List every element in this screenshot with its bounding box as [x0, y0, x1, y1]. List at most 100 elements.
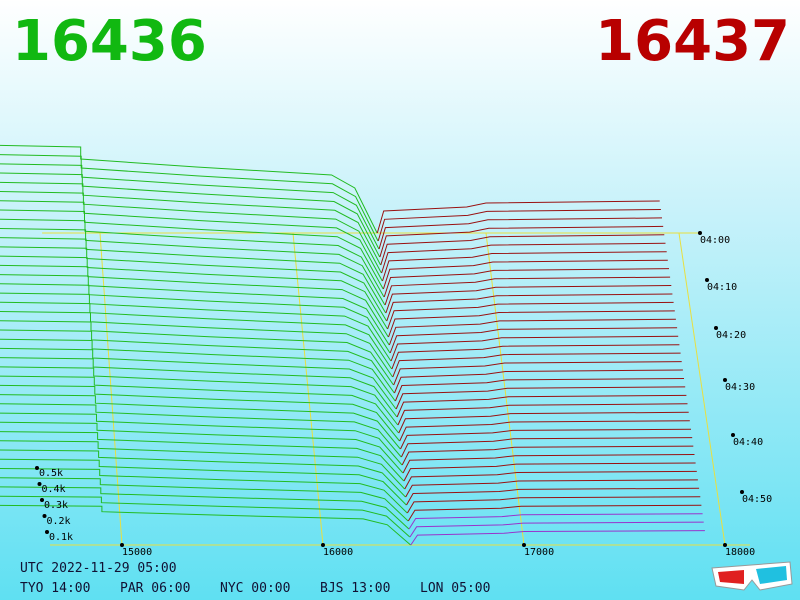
bid-depth-line: [0, 246, 388, 322]
bid-depth-line: [0, 301, 393, 370]
tick-dot: [522, 543, 526, 547]
bid-depth-line: [0, 412, 403, 466]
ask-depth-line: [405, 479, 698, 498]
time-tick-label: 04:20: [716, 330, 746, 341]
ask-depth-line: [391, 344, 680, 370]
utc-time: UTC 2022-11-29 05:00: [20, 561, 177, 576]
ask-depth-line: [392, 352, 681, 378]
bid-depth-line: [0, 440, 405, 490]
ask-depth-line: [406, 487, 700, 506]
ask-depth-line: [378, 217, 663, 250]
price-tick-label: 15000: [122, 547, 152, 558]
bid-depth-line: [0, 357, 398, 418]
bid-depth-line: [0, 403, 402, 458]
ask-depth-line: [395, 386, 686, 410]
time-tick-label: 04:00: [700, 235, 730, 246]
time-tick-label: 04:50: [742, 494, 772, 505]
bid-price: 16436: [12, 9, 207, 74]
depth-tick-label: 0.1k: [49, 532, 73, 543]
clock-label: NYC 00:00: [220, 581, 290, 596]
tick-dot: [45, 530, 49, 534]
tick-dot: [35, 466, 39, 470]
world-clocks: TYO 14:00 PAR 06:00 NYC 00:00 BJS 13:00 LON …: [20, 581, 490, 596]
ask-depth-line: [380, 234, 665, 266]
bid-depth-line: [0, 283, 391, 354]
ask-depth-line: [382, 259, 668, 290]
time-tick-label: 04:30: [725, 382, 755, 393]
ask-depth-line: [393, 361, 682, 386]
bid-depth-line: [0, 144, 378, 234]
ask-depth-line: [401, 445, 694, 466]
ask-depth-line: [385, 285, 672, 314]
ask-depth-line: [406, 496, 701, 514]
tick-dot: [723, 543, 727, 547]
bid-depth-line: [0, 163, 380, 250]
bid-depth-line: [0, 329, 395, 394]
price-tick-label: 17000: [524, 547, 554, 558]
frame-line: [99, 232, 123, 546]
bid-depth-line: [0, 255, 388, 330]
clock-label: TYO 14:00: [20, 581, 90, 596]
ask-depth-line: [386, 293, 673, 322]
ask-price: 16437: [595, 9, 790, 74]
tick-dot: [723, 378, 727, 382]
bid-depth-line: [0, 394, 401, 450]
ask-depth-line: [400, 428, 692, 450]
tick-dot: [698, 231, 702, 235]
bid-depth-line: [0, 347, 397, 410]
ask-depth-line: [399, 420, 690, 442]
bid-depth-line: [0, 200, 383, 282]
ask-depth-line: [376, 200, 660, 234]
bid-depth-line: [0, 154, 379, 242]
bid-depth-line: [0, 191, 382, 274]
ask-depth-line: [389, 327, 678, 354]
clock-label: BJS 13:00: [320, 581, 390, 596]
time-tick-label: 04:10: [707, 282, 737, 293]
depth-plot: [0, 144, 750, 546]
ask-depth-line: [390, 335, 679, 362]
ask-depth-line: [402, 454, 695, 474]
depth-tick-label: 0.2k: [47, 516, 71, 527]
bid-depth-line: [0, 486, 410, 530]
ask-depth-line: [394, 369, 683, 394]
clock-label: PAR 06:00: [120, 581, 190, 596]
price-tick-label: 16000: [323, 547, 353, 558]
bid-depth-line: [0, 449, 406, 498]
tick-dot: [120, 543, 124, 547]
tick-dot: [42, 514, 47, 518]
ask-depth-line: [384, 276, 671, 306]
bid-depth-line: [0, 421, 404, 474]
ask-depth-line: [381, 242, 666, 274]
bid-depth-line: [0, 375, 399, 434]
tick-dot: [731, 433, 735, 437]
depth-tick-label: 0.5k: [39, 468, 63, 479]
ask-depth-line: [398, 411, 689, 434]
time-tick-label: 04:40: [733, 437, 763, 448]
bid-depth-line: [0, 274, 390, 346]
bid-depth-line: [0, 237, 387, 314]
bid-depth-line: [0, 320, 394, 386]
ask-depth-line: [388, 310, 675, 338]
ask-depth-line: [388, 318, 676, 346]
bid-depth-line: [0, 227, 386, 306]
ask-depth-line: [408, 513, 703, 530]
3d-glasses-icon[interactable]: [711, 561, 793, 591]
ask-depth-line: [409, 521, 704, 538]
axis-labels: 15000 16000 17000 18000 04:00 04:10 04:20 04:30…: [35, 231, 772, 558]
ask-depth-line: [403, 462, 696, 482]
bid-depth-line: [0, 366, 399, 426]
ask-depth-line: [400, 437, 693, 458]
bid-depth-line: [0, 172, 381, 258]
depth-tick-label: 0.3k: [44, 500, 68, 511]
tick-dot: [740, 490, 744, 494]
bid-depth-line: [0, 292, 392, 362]
ask-depth-line: [397, 403, 688, 426]
ask-depth-line: [379, 225, 664, 258]
bid-depth-line: [0, 458, 407, 506]
bid-depth-line: [0, 495, 411, 538]
ask-depth-line: [382, 251, 667, 282]
ask-depth-line: [407, 504, 702, 522]
ask-depth-line: [387, 301, 674, 330]
